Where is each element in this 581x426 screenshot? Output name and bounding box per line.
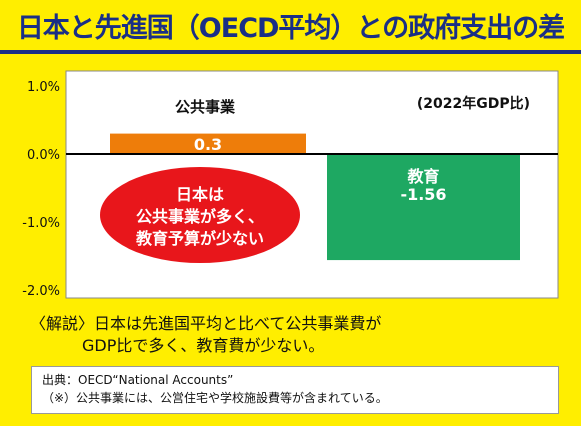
bar-education (327, 154, 520, 261)
y-tick-label: 1.0% (27, 80, 60, 95)
footnote-line: （※）公共事業には、公営住宅や学校施設費等が含まれている。 (42, 391, 388, 405)
callout-bubble: 日本は 公共事業が多く、 教育予算が少ない (100, 167, 300, 263)
chart-title: 日本と先進国（OECD平均）との政府支出の差 (16, 13, 565, 44)
explanation-line-2: GDP比で多く、教育費が少ない。 (82, 336, 325, 355)
category-label-public-works: 公共事業 (175, 98, 236, 116)
callout-line-1: 日本は (176, 185, 224, 204)
source-line: 出典：OECD“National Accounts” (42, 373, 234, 387)
source-box: 出典：OECD“National Accounts” （※）公共事業には、公営住… (31, 366, 559, 414)
bar-public-works (110, 133, 306, 154)
unit-note: (2022年GDP比) (417, 95, 530, 112)
callout-line-3: 教育予算が少ない (136, 229, 264, 248)
y-tick-label: 0.0% (27, 148, 60, 163)
explanation-note: 〈解説〉日本は先進国平均と比べて公共事業費が GDP比で多く、教育費が少ない。 (30, 313, 381, 357)
bars: 0.3 教育-1.56 (110, 133, 520, 261)
y-tick-label: -1.0% (22, 216, 60, 231)
callout-line-2: 公共事業が多く、 (136, 207, 264, 226)
explanation-line-1: 〈解説〉日本は先進国平均と比べて公共事業費が (30, 314, 382, 333)
y-tick-label: -2.0% (22, 284, 60, 299)
y-axis: 1.0% 0.0% -1.0% -2.0% (22, 80, 60, 299)
callout-ellipse (100, 167, 300, 263)
value-label-public-works: 0.3 (194, 135, 222, 154)
value-label-education: -1.56 (400, 185, 446, 204)
title-underline (0, 50, 581, 54)
category-label-education: 教育 (407, 167, 439, 186)
